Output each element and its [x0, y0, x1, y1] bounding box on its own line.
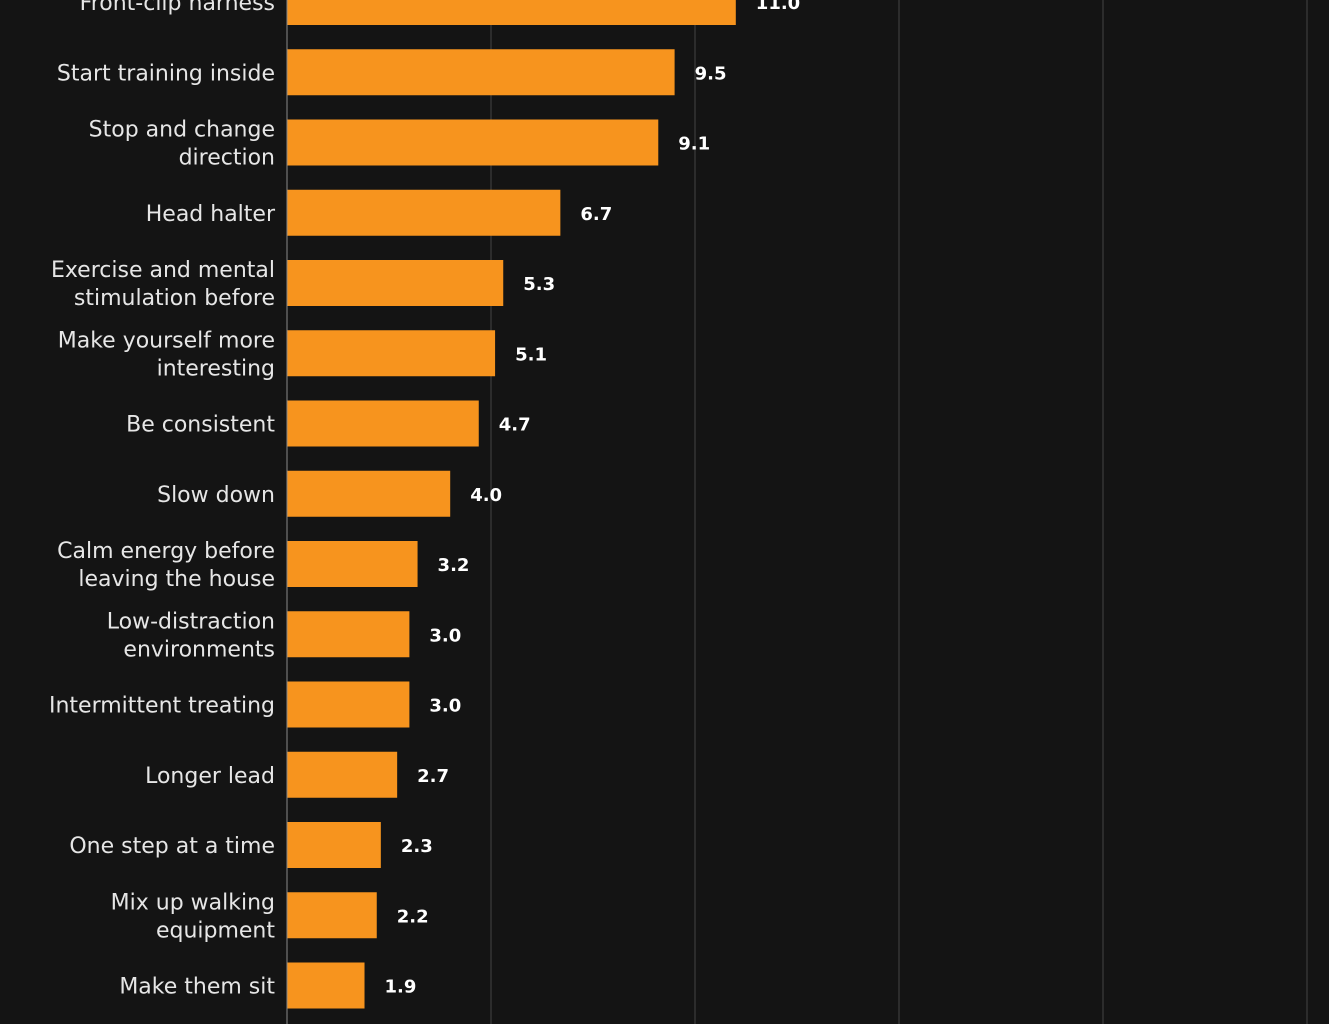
- value-label-2: 9.5: [695, 63, 727, 84]
- category-label-line: environments: [123, 637, 275, 662]
- value-label-6: 5.1: [515, 344, 547, 365]
- category-label-line: equipment: [156, 918, 275, 943]
- value-label-10: 3.0: [429, 625, 461, 646]
- value-label-3: 9.1: [678, 134, 710, 155]
- value-labels: 11.0 9.5 9.1 6.7 5.3 5.1 4.7 4.0 3.2 3.0 3.0 2.7 2.3…: [385, 0, 801, 998]
- category-label-11: Intermittent treating: [49, 694, 275, 719]
- category-label-line: One step at a time: [69, 834, 275, 859]
- bar-8: [287, 470, 451, 517]
- bar-12: [287, 751, 398, 798]
- category-label-line: Longer lead: [145, 764, 275, 789]
- category-label-line: Calm energy before: [57, 539, 275, 564]
- category-label-10: Low-distraction environments: [107, 609, 275, 662]
- category-label-line: stimulation before: [74, 286, 275, 311]
- category-label-9: Calm energy before leaving the house: [57, 539, 275, 592]
- category-label-line: Intermittent treating: [49, 694, 275, 719]
- category-label-line: Make yourself more: [58, 328, 275, 353]
- category-label-line: Stop and change: [89, 118, 275, 143]
- value-label-15: 1.9: [385, 977, 417, 998]
- category-label-line: Low-distraction: [107, 609, 275, 634]
- value-label-5: 5.3: [523, 274, 555, 295]
- bar-2: [287, 49, 675, 96]
- value-label-13: 2.3: [401, 836, 433, 857]
- bar-4: [287, 189, 561, 236]
- category-label-1: Front-clip harness: [80, 0, 275, 16]
- value-label-9: 3.2: [438, 555, 470, 576]
- bar-3: [287, 119, 659, 166]
- bar-14: [287, 892, 377, 939]
- category-label-8: Slow down: [157, 483, 275, 508]
- category-label-line: Be consistent: [126, 413, 275, 438]
- category-label-line: interesting: [157, 356, 275, 381]
- category-label-5: Exercise and mental stimulation before: [51, 258, 275, 311]
- value-label-12: 2.7: [417, 766, 449, 787]
- gridlines: [490, 0, 1308, 1024]
- value-label-14: 2.2: [397, 906, 429, 927]
- value-label-11: 3.0: [429, 696, 461, 717]
- category-label-line: Make them sit: [119, 975, 275, 1000]
- category-label-line: Exercise and mental: [51, 258, 275, 283]
- category-label-12: Longer lead: [145, 764, 275, 789]
- category-labels: Front-clip harness Start training inside S…: [49, 0, 276, 1000]
- category-label-line: leaving the house: [78, 567, 275, 592]
- category-label-line: Mix up walking: [111, 890, 275, 915]
- category-label-14: Mix up walking equipment: [111, 890, 276, 943]
- category-label-line: direction: [179, 146, 275, 171]
- bars: [287, 0, 736, 1009]
- category-label-line: Start training inside: [57, 61, 275, 86]
- bar-11: [287, 681, 410, 728]
- category-label-13: One step at a time: [69, 834, 275, 859]
- value-label-8: 4.0: [470, 485, 502, 506]
- bar-6: [287, 330, 496, 377]
- bar-1: [287, 0, 736, 25]
- category-label-7: Be consistent: [126, 413, 275, 438]
- category-label-15: Make them sit: [119, 975, 275, 1000]
- bar-10: [287, 611, 410, 658]
- bar-13: [287, 822, 381, 868]
- value-label-7: 4.7: [499, 415, 531, 436]
- category-label-line: Front-clip harness: [80, 0, 275, 16]
- category-label-2: Start training inside: [57, 61, 275, 86]
- bar-5: [287, 260, 504, 306]
- category-label-6: Make yourself more interesting: [58, 328, 275, 381]
- value-label-1: 11.0: [756, 0, 800, 14]
- category-label-4: Head halter: [146, 202, 276, 227]
- category-label-line: Head halter: [146, 202, 276, 227]
- bar-15: [287, 962, 365, 1009]
- category-label-3: Stop and change direction: [89, 118, 275, 171]
- bar-7: [287, 400, 479, 447]
- bar-9: [287, 541, 418, 587]
- category-label-line: Slow down: [157, 483, 275, 508]
- value-label-4: 6.7: [580, 204, 612, 225]
